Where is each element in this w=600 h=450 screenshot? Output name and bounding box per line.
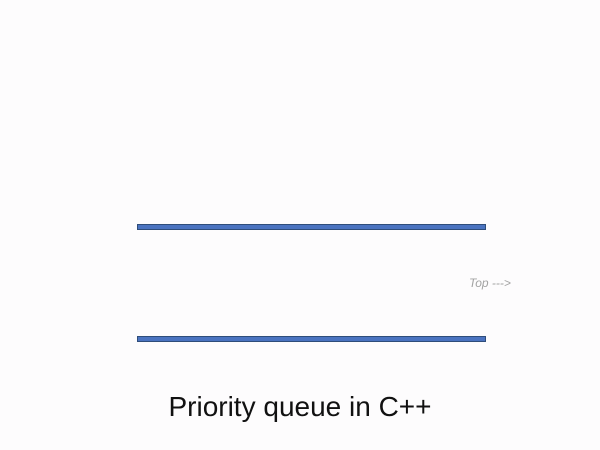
queue-lower-boundary-bar	[137, 336, 486, 342]
diagram-caption: Priority queue in C++	[168, 391, 432, 422]
top-pointer-label: Top --->	[469, 276, 511, 290]
queue-upper-boundary-bar	[137, 224, 486, 230]
